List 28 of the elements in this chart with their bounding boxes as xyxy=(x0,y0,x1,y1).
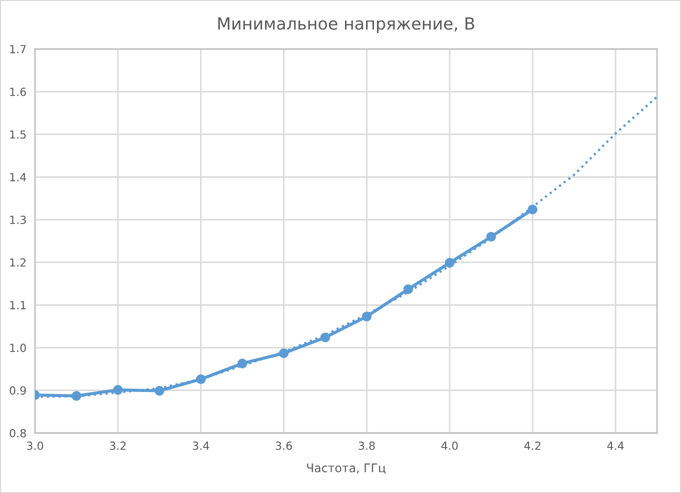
x-tick-label: 4.4 xyxy=(607,442,624,450)
y-tick-label: 1.6 xyxy=(10,88,26,96)
y-tick-label: 1.1 xyxy=(10,301,26,310)
y-tick-label: 1.3 xyxy=(10,216,26,224)
x-tick-label: 3.0 xyxy=(27,442,44,450)
y-tick-label: 1.4 xyxy=(10,173,26,182)
point xyxy=(403,284,414,294)
point xyxy=(196,374,206,384)
chart-title: Минимальное напряжение, В xyxy=(218,17,474,34)
y-tick-label: 1.2 xyxy=(10,258,26,267)
x-tick-label: 3.2 xyxy=(110,442,126,450)
x-tick-label: 3.6 xyxy=(276,442,292,450)
point xyxy=(237,358,248,368)
y-tick-label: 1.0 xyxy=(10,344,26,352)
y-tick-label: 0.9 xyxy=(10,386,26,395)
point xyxy=(113,385,123,395)
x-tick-label: 4.0 xyxy=(441,442,458,450)
y-tick-label: 0.8 xyxy=(10,428,26,438)
x-tick-label: 3.8 xyxy=(358,442,375,450)
point xyxy=(154,386,164,396)
point xyxy=(444,258,455,268)
point xyxy=(278,348,289,358)
y-tick-label: 1.5 xyxy=(10,130,26,139)
y-tick-label: 1.7 xyxy=(10,45,26,54)
point xyxy=(528,204,538,214)
x-tick-label: 3.4 xyxy=(192,442,210,450)
x-tick-label: 4.2 xyxy=(524,442,540,450)
x-axis-title: Частота, ГГц xyxy=(307,464,386,474)
